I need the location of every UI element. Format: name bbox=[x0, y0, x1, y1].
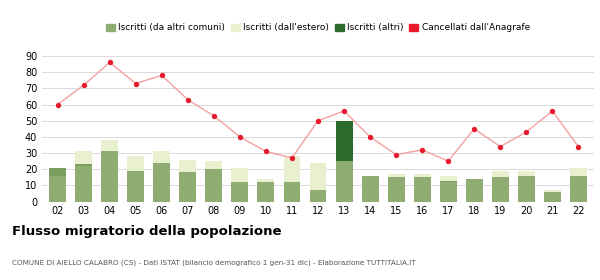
Bar bbox=[154, 151, 170, 163]
Bar bbox=[257, 182, 274, 202]
Bar bbox=[466, 179, 482, 202]
Text: COMUNE DI AIELLO CALABRO (CS) - Dati ISTAT (bilancio demografico 1 gen-31 dic) -: COMUNE DI AIELLO CALABRO (CS) - Dati IST… bbox=[12, 259, 416, 265]
Bar bbox=[101, 140, 118, 151]
Bar bbox=[440, 181, 457, 182]
Bar bbox=[232, 168, 248, 182]
Point bbox=[183, 97, 193, 102]
Point bbox=[521, 130, 531, 134]
Bar bbox=[310, 163, 326, 190]
Bar bbox=[362, 176, 379, 202]
Point bbox=[235, 135, 245, 139]
Point bbox=[418, 148, 427, 152]
Bar bbox=[413, 177, 431, 202]
Bar bbox=[75, 166, 92, 202]
Bar bbox=[49, 168, 66, 176]
Bar bbox=[284, 182, 301, 202]
Bar bbox=[413, 174, 431, 177]
Bar bbox=[127, 156, 144, 171]
Bar bbox=[388, 174, 404, 177]
Point bbox=[209, 114, 218, 118]
Bar bbox=[205, 161, 223, 169]
Bar bbox=[492, 171, 509, 177]
Bar bbox=[518, 176, 535, 202]
Point bbox=[391, 152, 401, 157]
Point bbox=[365, 135, 375, 139]
Bar bbox=[205, 169, 223, 202]
Point bbox=[469, 127, 479, 131]
Point bbox=[105, 60, 115, 65]
Bar bbox=[310, 190, 326, 202]
Bar bbox=[440, 176, 457, 182]
Point bbox=[443, 159, 453, 164]
Bar bbox=[179, 160, 196, 172]
Bar bbox=[570, 168, 587, 176]
Bar bbox=[518, 171, 535, 176]
Bar bbox=[49, 168, 66, 176]
Bar bbox=[492, 177, 509, 202]
Bar bbox=[440, 182, 457, 202]
Point bbox=[131, 81, 140, 86]
Point bbox=[53, 102, 62, 107]
Point bbox=[496, 144, 505, 149]
Bar bbox=[75, 164, 92, 166]
Bar bbox=[101, 151, 118, 202]
Legend: Iscritti (da altri comuni), Iscritti (dall'estero), Iscritti (altri), Cancellati: Iscritti (da altri comuni), Iscritti (da… bbox=[102, 20, 534, 36]
Point bbox=[261, 149, 271, 154]
Bar bbox=[544, 190, 561, 192]
Point bbox=[339, 109, 349, 113]
Point bbox=[574, 144, 583, 149]
Point bbox=[287, 156, 297, 160]
Bar bbox=[232, 182, 248, 202]
Point bbox=[157, 73, 167, 78]
Point bbox=[548, 109, 557, 113]
Text: Flusso migratorio della popolazione: Flusso migratorio della popolazione bbox=[12, 225, 281, 238]
Bar bbox=[179, 172, 196, 202]
Bar bbox=[544, 192, 561, 202]
Bar bbox=[284, 156, 301, 182]
Bar bbox=[154, 163, 170, 202]
Bar bbox=[49, 176, 66, 202]
Bar bbox=[335, 161, 353, 202]
Bar bbox=[335, 121, 353, 161]
Bar bbox=[75, 151, 92, 166]
Bar bbox=[257, 179, 274, 182]
Bar bbox=[570, 176, 587, 202]
Point bbox=[79, 83, 88, 87]
Bar bbox=[388, 177, 404, 202]
Bar bbox=[127, 171, 144, 202]
Point bbox=[313, 118, 323, 123]
